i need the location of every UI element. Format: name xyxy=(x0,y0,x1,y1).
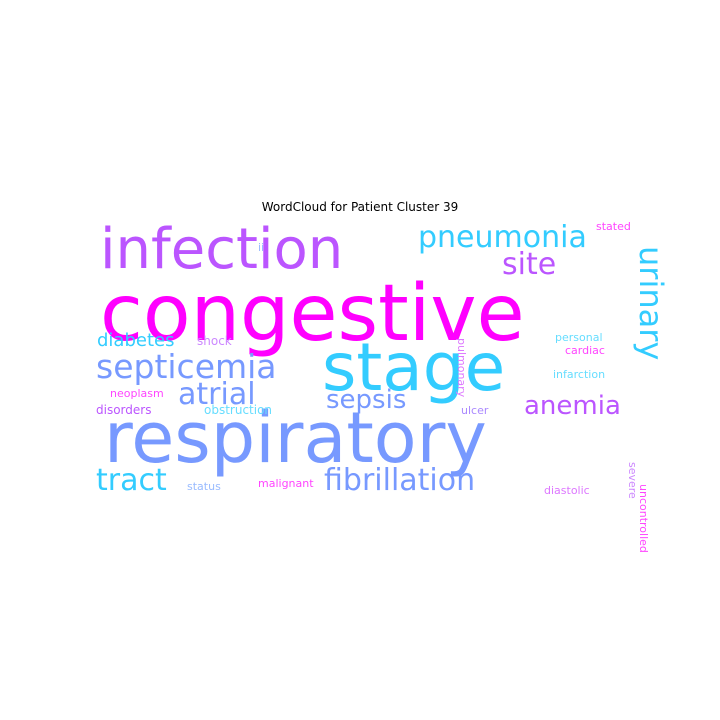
word-stated: stated xyxy=(596,220,631,233)
word-atrial: atrial xyxy=(178,377,256,412)
word-site: site xyxy=(502,247,556,282)
word-cardiac: cardiac xyxy=(565,344,605,357)
word-pulmonary: pulmonary xyxy=(455,338,468,398)
word-ulcer: ulcer xyxy=(461,404,489,417)
word-disorders: disorders xyxy=(96,403,151,417)
word-uncontrolled: uncontrolled xyxy=(637,484,650,553)
word-severe: severe xyxy=(626,462,639,499)
word-diastolic: diastolic xyxy=(544,484,590,497)
chart-title: WordCloud for Patient Cluster 39 xyxy=(261,200,459,214)
word-septicemia: septicemia xyxy=(96,347,277,386)
word-urinary: urinary xyxy=(632,246,670,360)
word-sepsis: sepsis xyxy=(326,385,406,415)
word-pneumonia: pneumonia xyxy=(418,220,587,255)
word-congestive: congestive xyxy=(100,269,525,359)
word-neoplasm: neoplasm xyxy=(110,387,164,400)
word-status: status xyxy=(187,480,221,493)
word-anemia: anemia xyxy=(524,391,621,421)
word-infarction: infarction xyxy=(553,368,605,381)
word-malignant: malignant xyxy=(258,477,314,490)
word-shock: shock xyxy=(197,334,232,348)
word-obstruction: obstruction xyxy=(204,403,272,417)
word-diabetes: diabetes xyxy=(97,330,174,351)
word-ii: ii xyxy=(258,241,264,254)
word-tract: tract xyxy=(96,463,167,498)
word-personal: personal xyxy=(555,331,603,344)
word-infection: infection xyxy=(100,217,343,282)
word-stage: stage xyxy=(322,329,505,406)
word-fibrillation: fibrillation xyxy=(324,463,475,498)
word-respiratory: respiratory xyxy=(104,397,487,479)
